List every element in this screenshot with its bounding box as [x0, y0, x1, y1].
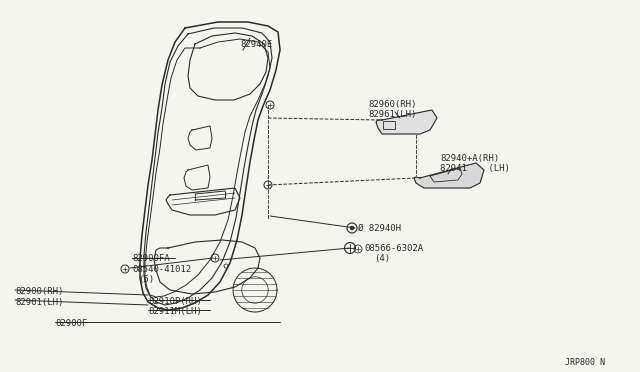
Text: 08540-41012: 08540-41012 [132, 265, 191, 274]
Text: 82910P(RH): 82910P(RH) [148, 297, 202, 306]
Text: 82900F: 82900F [55, 319, 87, 328]
Text: (5): (5) [138, 275, 154, 284]
Bar [383, 121, 395, 129]
Circle shape [351, 227, 353, 230]
Text: 82901(LH): 82901(LH) [15, 298, 63, 307]
Text: (4): (4) [374, 254, 390, 263]
Text: 08566-6302A: 08566-6302A [364, 244, 423, 253]
Text: 82900FA: 82900FA [132, 254, 170, 263]
Text: 82961(LH): 82961(LH) [368, 110, 417, 119]
Text: 82960(RH): 82960(RH) [368, 100, 417, 109]
Text: 82941    (LH): 82941 (LH) [440, 164, 510, 173]
Text: JRP800 N: JRP800 N [565, 358, 605, 367]
Text: 82940+A(RH): 82940+A(RH) [440, 154, 499, 163]
Text: 82900(RH): 82900(RH) [15, 287, 63, 296]
Text: 82940E: 82940E [240, 40, 272, 49]
Polygon shape [414, 163, 484, 188]
Polygon shape [376, 110, 437, 134]
Text: Ø 82940H: Ø 82940H [358, 224, 401, 233]
Text: 82911M(LH): 82911M(LH) [148, 307, 202, 316]
